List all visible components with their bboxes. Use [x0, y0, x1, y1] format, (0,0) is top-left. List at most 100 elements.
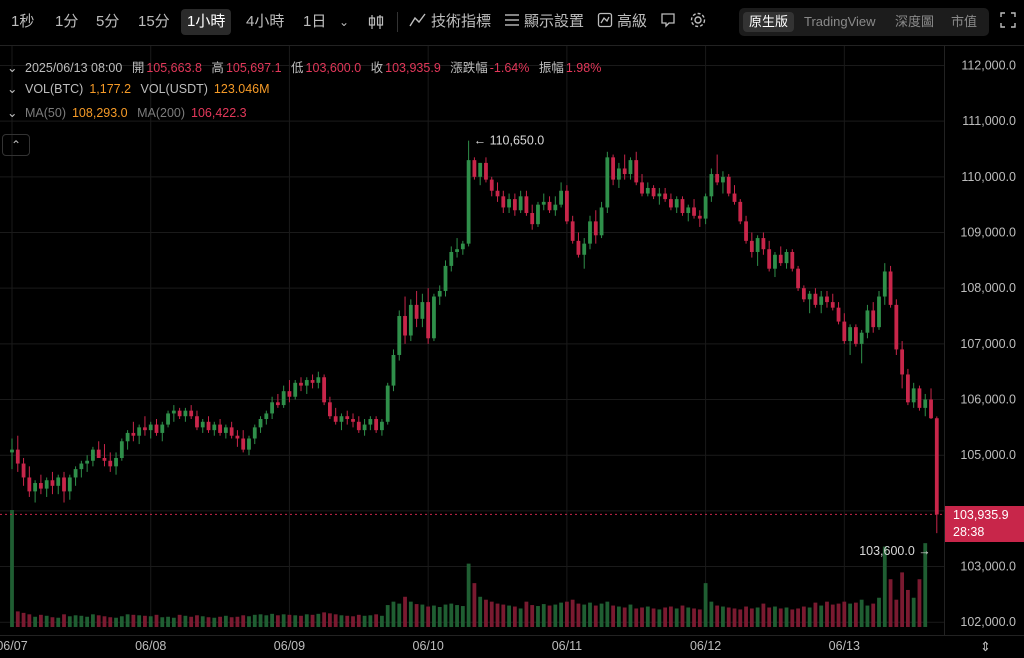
display-settings-button[interactable]: 顯示設置 [504, 10, 584, 34]
volume-bar [73, 615, 78, 627]
candle-body [536, 204, 540, 225]
candle-body [148, 424, 153, 431]
candlestick-icon[interactable] [367, 10, 385, 34]
interval-1d[interactable]: 1日 [303, 13, 327, 30]
snapshot-icon[interactable] [660, 10, 676, 34]
volume-bar [669, 606, 673, 627]
interval-1m[interactable]: 1分 [55, 13, 79, 30]
candle-body [73, 469, 78, 478]
volume-bar [790, 609, 795, 627]
advanced-button[interactable]: 高級 [597, 10, 647, 34]
close-label: 收 [370, 61, 384, 75]
candle-body [166, 413, 170, 425]
volume-bar [322, 612, 327, 627]
candle-body [611, 157, 616, 180]
chevron-down-icon[interactable]: ⌄ [7, 82, 18, 96]
candle-body [397, 316, 402, 355]
volume-bar [408, 601, 413, 627]
interval-15m[interactable]: 15分 [138, 13, 170, 30]
volume-bar [206, 617, 211, 627]
indicator-line-icon [409, 13, 426, 27]
candle-body [645, 187, 650, 194]
volume-bar [39, 614, 43, 627]
volume-bar [611, 605, 616, 627]
advanced-chart-icon [597, 12, 613, 28]
amplitude-label: 振幅 [538, 61, 564, 75]
vol-usdt-value: 123.046M [213, 82, 270, 96]
candle-body [125, 432, 130, 442]
fullscreen-icon[interactable] [1000, 10, 1016, 34]
candle-body [160, 424, 165, 433]
volume-bar [894, 599, 899, 627]
view-market-cap[interactable]: 市值 [951, 14, 978, 29]
volume-bar [200, 616, 205, 627]
volume-bar [911, 597, 916, 627]
ma200-label: MA(200) [137, 106, 186, 120]
volume-bar [709, 601, 714, 627]
candle-body [472, 160, 477, 177]
volume-bar [119, 616, 124, 627]
more-intervals-chevron-down-icon[interactable]: ⌄ [339, 15, 350, 29]
volume-bar [559, 602, 563, 627]
chart-overlay: ← 110,650.0 103,600.0 → [0, 134, 944, 558]
y-tick-label: 102,000.0 [960, 615, 1016, 629]
x-tick-label: 06/12 [690, 639, 721, 653]
volume-bar [50, 617, 55, 627]
collapse-legend-chevron-up-icon[interactable]: ⌃ [2, 134, 30, 156]
volume-bar [189, 616, 194, 627]
interval-1h[interactable]: 1小時 [181, 9, 232, 35]
volume-bar [628, 604, 633, 627]
view-switcher: 原生版 TradingView 深度圖 市值 [739, 8, 989, 36]
price-axis-panel[interactable] [944, 46, 1024, 635]
view-native[interactable]: 原生版 [743, 12, 795, 32]
volume-bar [663, 607, 668, 627]
volume-bar [351, 616, 355, 627]
candle-body [686, 207, 691, 214]
candle-body [44, 480, 49, 489]
candle-body [200, 421, 205, 428]
candle-body [709, 174, 714, 197]
volume-bar [154, 614, 159, 627]
volume-bar [784, 607, 789, 627]
volume-bar [744, 606, 748, 627]
volume-bar [102, 616, 107, 627]
candle-body [553, 204, 558, 211]
candle-body [339, 416, 344, 422]
candle-body [437, 290, 442, 297]
time-axis: 06/07 06/08 06/09 06/10 06/11 06/12 06/13 [0, 639, 860, 653]
volume-bar [44, 615, 49, 627]
view-depth[interactable]: 深度圖 [895, 14, 935, 29]
volume-bar [761, 603, 766, 627]
candle-body [796, 268, 800, 289]
candle-body [738, 201, 743, 222]
vol-usdt-label: VOL(USDT) [140, 82, 208, 96]
volume-bar [617, 606, 621, 627]
candle-body [322, 377, 327, 403]
candle-body [859, 332, 864, 344]
x-tick-label: 06/09 [274, 639, 305, 653]
candle-body [67, 477, 72, 492]
view-tradingview[interactable]: TradingView [804, 14, 876, 29]
candle-body [680, 199, 685, 214]
volume-bar [218, 616, 222, 627]
volume-bar [767, 607, 772, 627]
interval-4h[interactable]: 4小時 [246, 13, 285, 30]
auto-scale-icon[interactable]: ⇕ [980, 639, 991, 654]
volume-bar [235, 616, 240, 627]
gear-icon[interactable] [689, 10, 707, 34]
volume-bar [703, 583, 708, 627]
volume-bar [27, 614, 32, 627]
y-tick-label: 110,000.0 [961, 170, 1016, 184]
interval-1s[interactable]: 1秒 [11, 13, 35, 30]
candle-body [281, 391, 286, 406]
interval-5m[interactable]: 5分 [96, 13, 120, 30]
candle-body [674, 199, 679, 208]
chevron-down-icon[interactable]: ⌄ [7, 61, 18, 75]
candle-body [420, 302, 425, 319]
candle-body [605, 157, 610, 208]
candle-body [403, 316, 407, 336]
low-label: 低 [291, 61, 304, 75]
indicators-button[interactable]: 技術指標 [409, 10, 491, 34]
chevron-down-icon[interactable]: ⌄ [7, 106, 18, 120]
